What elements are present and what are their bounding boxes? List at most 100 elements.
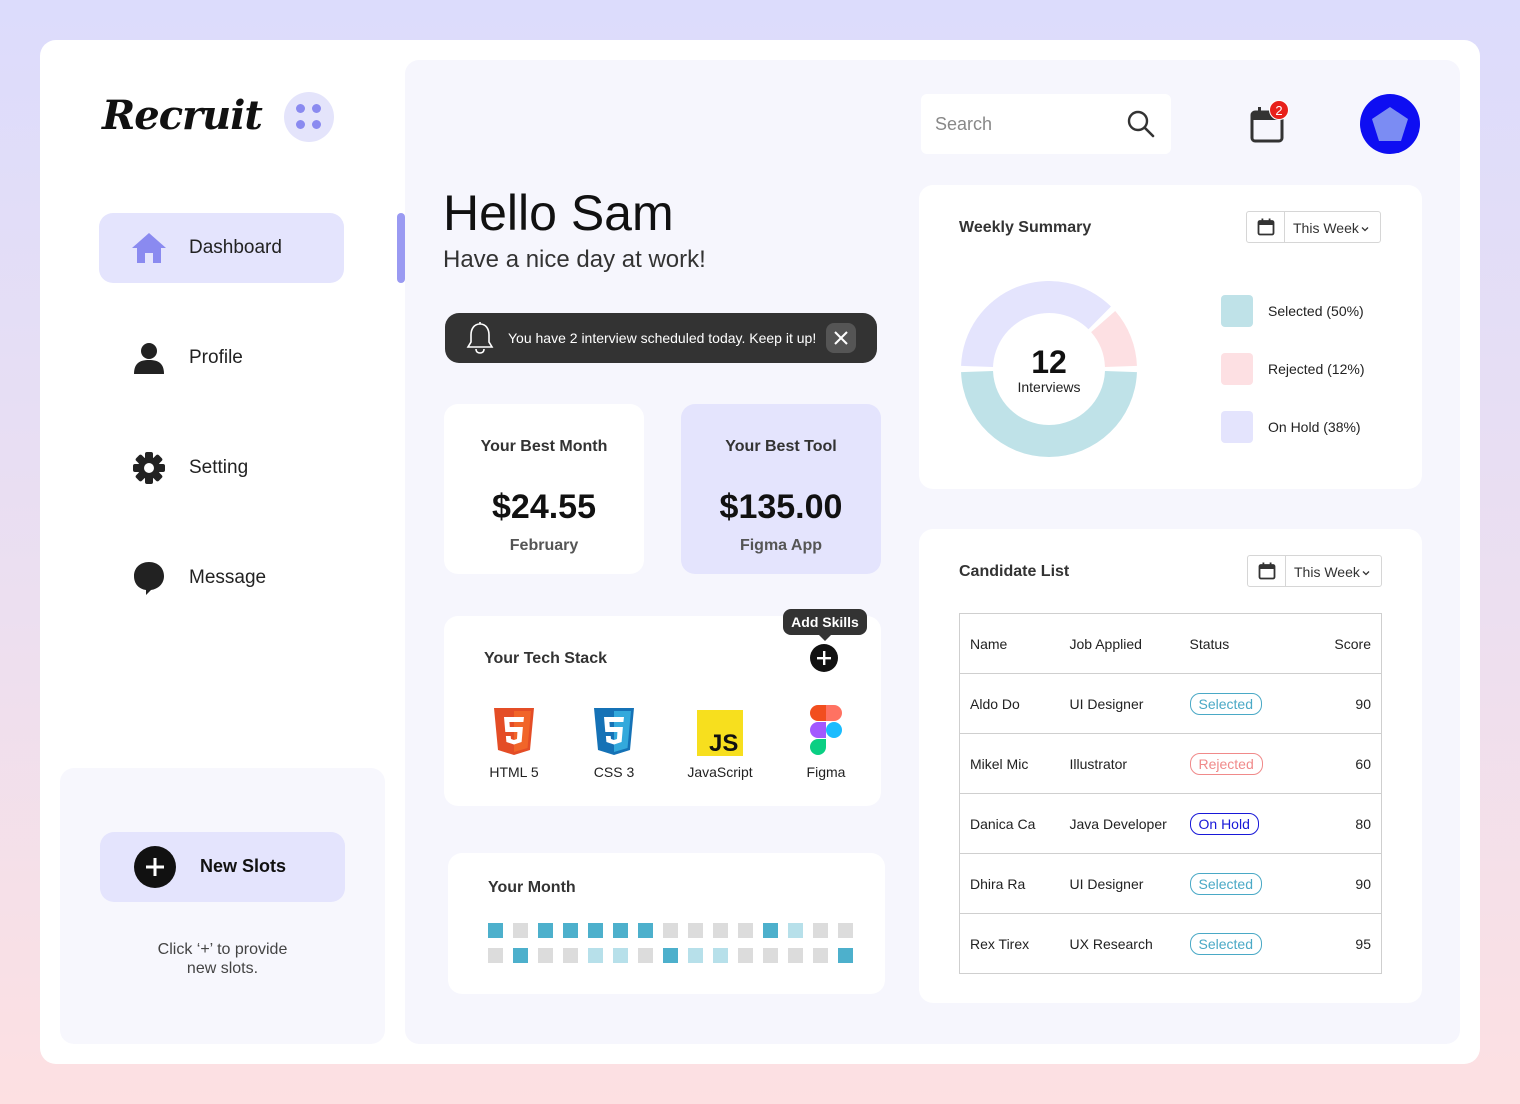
- avatar[interactable]: [1360, 94, 1420, 154]
- tech-item-html5: HTML 5: [474, 704, 554, 780]
- add-skill-button[interactable]: [810, 644, 838, 672]
- sidebar-item-dashboard[interactable]: Dashboard: [99, 213, 344, 283]
- weekly-summary-card: Weekly Summary This Week 12 Interviews S…: [919, 185, 1422, 489]
- new-slots-panel: New Slots Click ‘+’ to provide new slots…: [60, 768, 385, 1044]
- new-slots-button[interactable]: New Slots: [100, 832, 345, 902]
- candidate-name: Dhira Ra: [959, 853, 1060, 914]
- heatmap-cell: [513, 948, 528, 963]
- new-slots-label: New Slots: [200, 856, 287, 876]
- sidebar-item-label: Message: [189, 567, 267, 588]
- best-tool-card: Your Best Tool $135.00 Figma App: [681, 404, 881, 574]
- sidebar-item-label: Profile: [189, 347, 243, 368]
- status-badge: Rejected: [1189, 752, 1263, 775]
- interviews-total: 12: [1031, 344, 1067, 380]
- interview-toast: You have 2 interview scheduled today. Ke…: [445, 313, 877, 363]
- main-content: 2 Hello Sam Have a nice day at work! You…: [405, 60, 1460, 1044]
- tech-item-figma: Figma: [786, 704, 866, 780]
- activity-heatmap: [488, 923, 853, 963]
- heatmap-cell: [638, 948, 653, 963]
- bell-icon: [465, 321, 495, 360]
- column-header: Score: [1289, 613, 1382, 674]
- active-nav-indicator: [397, 213, 405, 283]
- heatmap-cell: [663, 923, 678, 938]
- heatmap-cell: [788, 923, 803, 938]
- javascript-icon: JS: [697, 710, 743, 756]
- heatmap-cell: [638, 923, 653, 938]
- best-tool-title: Your Best Tool: [725, 438, 837, 455]
- heatmap-cell: [813, 923, 828, 938]
- table-header-row: Name Job Applied Status Score: [959, 613, 1382, 674]
- candidate-period-value: This Week: [1294, 564, 1360, 580]
- heatmap-cell: [538, 923, 553, 938]
- search-input[interactable]: [935, 94, 1115, 154]
- legend-label: Selected (50%): [1268, 303, 1364, 319]
- candidate-name: Aldo Do: [959, 673, 1060, 734]
- donut-center: 12 Interviews: [961, 345, 1137, 395]
- your-month-card: Your Month: [448, 853, 885, 994]
- best-tool-sub: Figma App: [739, 537, 823, 554]
- heatmap-cell: [688, 923, 703, 938]
- candidate-score: 80: [1289, 793, 1382, 854]
- plus-icon: [817, 651, 831, 665]
- greeting-subtitle: Have a nice day at work!: [443, 246, 706, 273]
- candidate-job: UX Research: [1069, 935, 1153, 952]
- heatmap-cell: [538, 948, 553, 963]
- svg-text:JS: JS: [709, 730, 738, 756]
- candidate-job: Illustrator: [1059, 733, 1180, 794]
- heatmap-cell: [613, 923, 628, 938]
- table-row[interactable]: Mikel Mic Illustrator Rejected 60: [959, 733, 1382, 794]
- candidate-name: Danica Ca: [959, 793, 1060, 854]
- candidate-list-title: Candidate List: [959, 563, 1070, 580]
- tech-stack-card: Your Tech Stack Add Skills HTML 5 CSS 3 …: [444, 609, 881, 806]
- sidebar-item-profile[interactable]: Profile: [99, 323, 344, 393]
- table-row[interactable]: Dhira Ra UI Designer Selected 90: [959, 853, 1382, 914]
- heatmap-cell: [563, 948, 578, 963]
- chevron-down-icon: [1361, 565, 1371, 583]
- heatmap-cell: [763, 948, 778, 963]
- app-logo: Recruit: [102, 92, 263, 139]
- slots-hint-line: new slots.: [186, 960, 259, 977]
- best-month-card: Your Best Month $24.55 February: [444, 404, 644, 574]
- table-row[interactable]: Aldo Do UI Designer Selected 90: [959, 673, 1382, 734]
- legend-label: On Hold (38%): [1268, 419, 1361, 435]
- search-icon[interactable]: [1127, 110, 1155, 143]
- apps-grid-button[interactable]: [284, 92, 334, 142]
- candidate-score: 90: [1289, 673, 1382, 734]
- toast-message: You have 2 interview scheduled today. Ke…: [508, 330, 817, 346]
- tech-item-css3: CSS 3: [574, 704, 654, 780]
- close-toast-button[interactable]: [826, 323, 856, 353]
- weekly-period-select[interactable]: This Week: [1246, 211, 1381, 243]
- candidate-job: Java Developer: [1059, 793, 1180, 854]
- best-month-value: $24.55: [492, 488, 596, 526]
- status-cell: Selected: [1179, 673, 1290, 734]
- app-window: Recruit Dashboard Profile: [40, 40, 1480, 1064]
- status-badge: Selected: [1189, 872, 1262, 895]
- status-badge: Selected: [1189, 692, 1262, 715]
- heatmap-cell: [838, 923, 853, 938]
- sidebar-item-message[interactable]: Message: [99, 543, 344, 613]
- candidate-name: Rex Tirex: [970, 935, 1030, 952]
- your-month-title: Your Month: [488, 879, 576, 896]
- heatmap-cell: [738, 948, 753, 963]
- heatmap-cell: [813, 948, 828, 963]
- sidebar-item-setting[interactable]: Setting: [99, 433, 344, 503]
- candidate-job: UI Designer: [1059, 853, 1180, 914]
- candidate-period-select[interactable]: This Week: [1247, 555, 1382, 587]
- home-icon: [129, 228, 169, 268]
- heatmap-cell: [563, 923, 578, 938]
- column-header: Status: [1179, 613, 1290, 674]
- tech-item-label: JavaScript: [687, 764, 753, 780]
- donut-segment-selected: [961, 370, 1137, 457]
- table-row[interactable]: Rex Tirex UX Research Selected 95: [960, 914, 1382, 974]
- heatmap-cell: [663, 948, 678, 963]
- heatmap-cell: [513, 923, 528, 938]
- status-cell: Selected: [1180, 914, 1290, 974]
- search-box[interactable]: [921, 94, 1171, 154]
- calendar-icon: [1248, 556, 1286, 586]
- candidate-job: UI Designer: [1059, 673, 1180, 734]
- tech-item-label: Figma: [806, 764, 846, 780]
- heatmap-cell: [488, 923, 503, 938]
- column-header: Job Applied: [1059, 613, 1180, 674]
- best-tool-value: $135.00: [719, 488, 843, 526]
- table-row[interactable]: Danica Ca Java Developer On Hold 80: [959, 793, 1382, 854]
